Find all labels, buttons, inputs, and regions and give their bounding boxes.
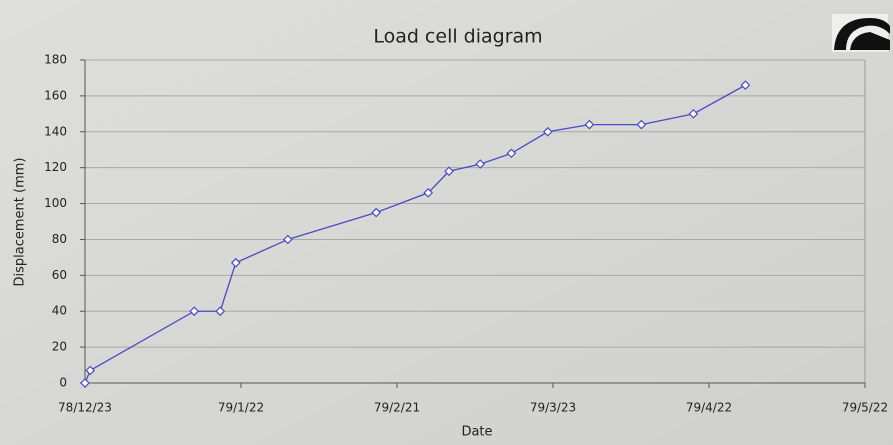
data-point	[740, 80, 751, 90]
logo	[832, 14, 890, 52]
data-point	[688, 108, 699, 119]
data-point	[215, 306, 226, 317]
data-point	[584, 119, 595, 130]
x-tick-label: 78/12/23	[58, 401, 112, 415]
data-point	[542, 126, 553, 137]
data-point	[475, 159, 486, 169]
x-tick-label: 79/4/22	[686, 401, 732, 415]
data-point	[423, 187, 434, 198]
y-tick-label: 160	[44, 88, 67, 102]
y-tick-label: 0	[59, 376, 67, 390]
data-point	[371, 207, 382, 218]
data-point	[636, 119, 647, 130]
y-tick-label: 180	[44, 53, 67, 67]
y-tick-label: 140	[44, 124, 67, 138]
data-point	[444, 166, 454, 177]
data-point	[85, 365, 96, 376]
y-axis-title: Displacement (mm)	[13, 158, 28, 287]
y-tick-label: 20	[52, 340, 67, 354]
data-point	[230, 257, 241, 268]
x-tick-label: 79/5/22	[842, 401, 888, 415]
y-tick-label: 40	[52, 304, 67, 318]
x-tick-label: 79/1/22	[218, 401, 264, 415]
data-point	[506, 148, 517, 159]
y-tick-label: 80	[52, 232, 67, 246]
y-tick-label: 120	[44, 160, 67, 174]
data-point	[282, 234, 293, 245]
y-tick-label: 60	[52, 268, 67, 282]
x-tick-label: 79/2/21	[374, 401, 420, 415]
x-axis-title: Date	[461, 425, 492, 440]
data-point	[80, 378, 90, 388]
x-tick-label: 79/3/23	[530, 401, 576, 415]
y-tick-label: 100	[44, 196, 67, 210]
chart-title: Load cell diagram	[373, 26, 542, 48]
data-line	[84, 84, 746, 384]
data-point	[189, 306, 200, 317]
